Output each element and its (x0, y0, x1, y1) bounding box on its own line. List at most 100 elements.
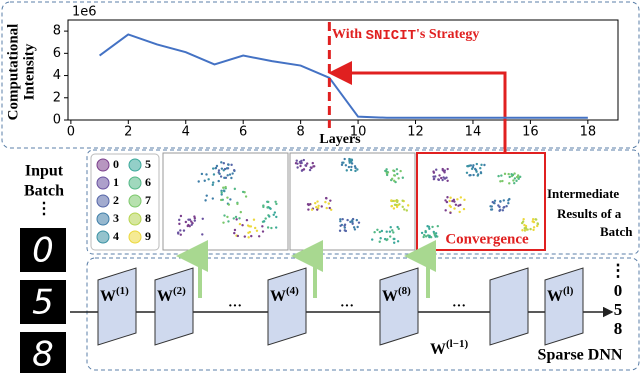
legend-label: 5 (145, 157, 151, 171)
scatter-dot (469, 174, 471, 176)
scatter-dot (339, 230, 341, 232)
scatter-dot (438, 174, 440, 176)
scatter-dot (373, 231, 375, 233)
scatter-dot (526, 228, 528, 230)
layer-base: W (382, 288, 398, 305)
scatter-dot (433, 172, 435, 174)
scatter-dot (268, 215, 270, 217)
scatter-dot (449, 212, 451, 214)
layer (268, 268, 306, 345)
legend-swatch (97, 231, 109, 243)
scatter-dot (356, 226, 358, 228)
layer-label: W(l−1) (430, 338, 468, 358)
scatter-dot (536, 225, 538, 227)
scatter-dot (351, 162, 353, 164)
data-line (100, 34, 588, 117)
legend-swatch (129, 231, 141, 243)
intermediate-line: Batch (600, 224, 633, 239)
scatter-dot (204, 180, 206, 182)
scatter-dot (224, 186, 226, 188)
scatter-dot (307, 208, 309, 210)
scatter-dot (239, 223, 241, 225)
scatter-dot (444, 199, 446, 201)
scatter-dot (480, 164, 482, 166)
scatter-dot (328, 202, 330, 204)
scatter-dot (226, 196, 228, 198)
scatter-dot (376, 229, 378, 231)
scatter-dot (435, 168, 437, 170)
scatter-dot (258, 235, 260, 237)
scatter-dot (204, 199, 206, 201)
x-tick-label: 10 (350, 125, 367, 140)
scatter-dot (190, 220, 192, 222)
scatter-dot (235, 216, 237, 218)
scatter-dot (346, 219, 348, 221)
scatter-dot (223, 162, 225, 164)
scatter-dot (500, 174, 502, 176)
y-tick-label: 8 (53, 24, 61, 39)
scatter-dot (393, 238, 395, 240)
scatter-dot (178, 223, 180, 225)
scatter-dot (499, 209, 501, 211)
scatter-dot (480, 171, 482, 173)
scatter-dot (396, 173, 398, 175)
scatter-dot (379, 237, 381, 239)
legend-swatch (129, 177, 141, 189)
x-tick-label: 12 (407, 125, 424, 140)
scatter-dot (407, 204, 409, 206)
x-tick-label: 2 (124, 125, 132, 140)
scatter-dot (386, 231, 388, 233)
scatter-dot (177, 232, 179, 234)
scatter-dot (218, 169, 220, 171)
scatter-dot (313, 165, 315, 167)
scatter-dot (422, 236, 424, 238)
input-title-line: Input (25, 163, 64, 180)
scatter-dot (424, 231, 426, 233)
x-tick-label: 16 (522, 125, 539, 140)
scatter-dot (187, 218, 189, 220)
scatter-dot (444, 177, 446, 179)
scatter-dot (393, 174, 395, 176)
scatter-dot (512, 179, 514, 181)
scatter-dot (233, 217, 235, 219)
scatter-dot (262, 206, 264, 208)
scatter-dot (463, 208, 465, 210)
scatter-dot (438, 179, 440, 181)
y-tick-label: 2 (53, 90, 61, 105)
scatter-dot (519, 176, 521, 178)
scatter-dot (456, 198, 458, 200)
scatter-dot (201, 233, 203, 235)
scatter-dot (406, 209, 408, 211)
scatter-dot (499, 180, 501, 182)
x-tick-label: 14 (465, 125, 482, 140)
network-label: Sparse DNN (538, 347, 623, 364)
scatter-dot (310, 167, 312, 169)
legend-label: 8 (145, 211, 151, 225)
layer (380, 268, 418, 345)
scatter-dot (264, 217, 266, 219)
scatter-dot (223, 214, 225, 216)
scatter-dot (263, 220, 265, 222)
scatter-dot (213, 173, 215, 175)
scatter-dot (324, 201, 326, 203)
scatter-dot (235, 218, 237, 220)
scatter-dot (434, 175, 436, 177)
scatter-dot (379, 231, 381, 233)
scatter-dot (269, 208, 271, 210)
scatter-dot (202, 218, 204, 220)
scatter-dot (222, 187, 224, 189)
scatter-dot (533, 226, 535, 228)
scatter-dot (350, 169, 352, 171)
scatter-dot (386, 174, 388, 176)
scatter-dot (309, 203, 311, 205)
hdots: ··· (228, 299, 242, 314)
scatter-dot (231, 172, 233, 174)
scatter-dot (240, 211, 242, 213)
scatter-dot (220, 175, 222, 177)
scatter-dot (190, 224, 192, 226)
scatter-dot (303, 168, 305, 170)
scatter-dot (206, 194, 208, 196)
scatter-dot (397, 240, 399, 242)
scatter-dot (509, 176, 511, 178)
scatter-dot (433, 232, 435, 234)
